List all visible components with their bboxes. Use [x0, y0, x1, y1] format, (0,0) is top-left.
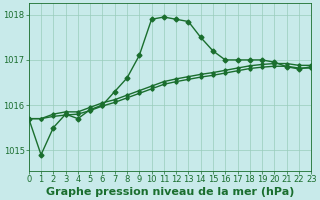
X-axis label: Graphe pression niveau de la mer (hPa): Graphe pression niveau de la mer (hPa): [46, 187, 294, 197]
